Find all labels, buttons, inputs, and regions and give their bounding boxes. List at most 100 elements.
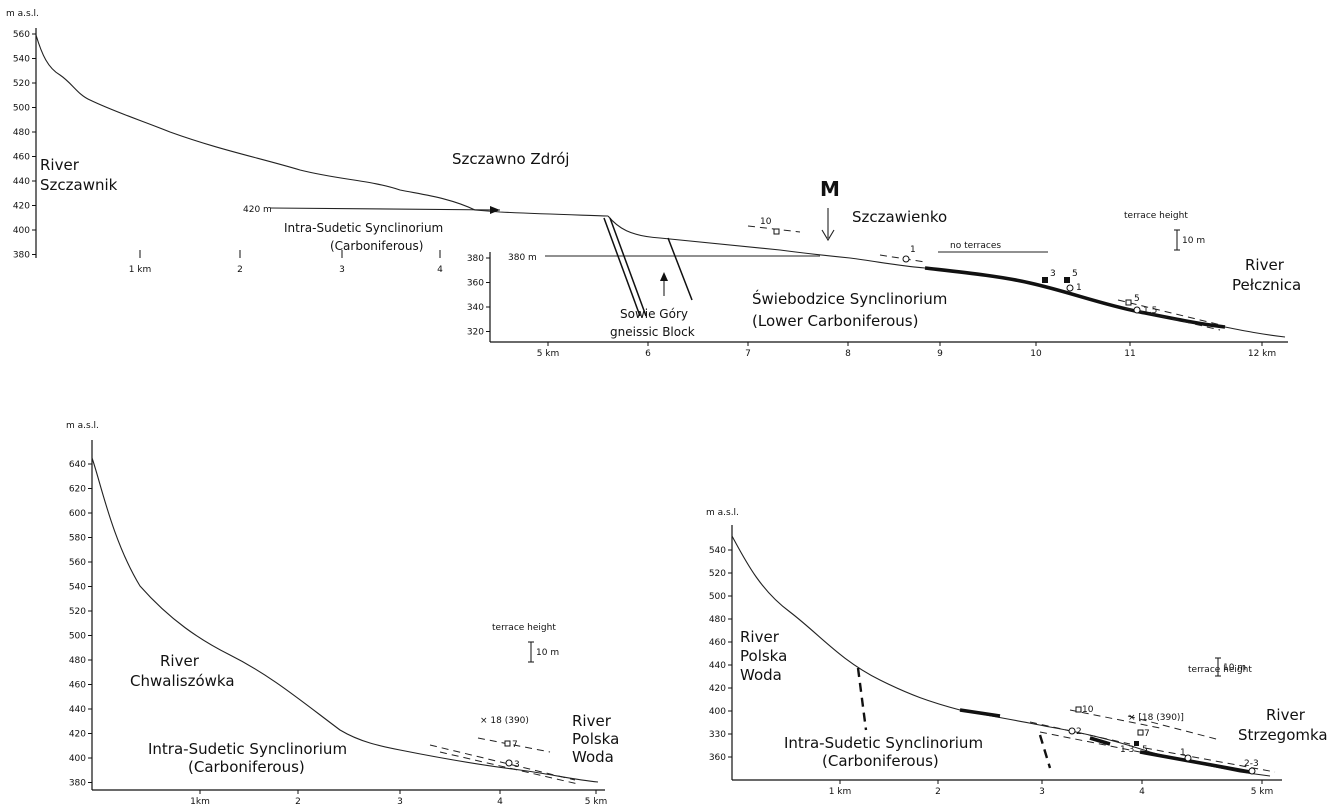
terrace-circle-marker-2 [1066,284,1074,292]
br-terrace-label-7: 7 [1144,729,1150,739]
br-fault-1 [856,667,868,731]
top-right-x-ticks: 5 km 6 7 8 9 10 11 12 km [537,342,1276,359]
terrace-dash-lower [1124,307,1221,331]
bl-unit-line-1: Intra-Sudetic Synclinorium [148,740,347,758]
br-terrace-dash-2 [1039,731,1141,753]
bl-terrace-square-marker [504,740,511,747]
top-town-szczawienko: Szczawienko [852,208,947,226]
bl-y-tick-label: 480 [69,656,86,666]
top-right-y-tick-label: 320 [467,328,484,338]
bl-y-tick-label: 420 [69,730,86,740]
top-left-y-tick-label: 560 [13,30,30,40]
top-unit-3-line-2: (Lower Carboniferous) [752,312,918,330]
bl-y-tick-label: 640 [69,460,86,470]
br-eroded-reach-3 [1139,750,1251,774]
bl-river-profile [91,457,599,783]
bl-river-end-line-2: Polska [572,730,619,748]
br-y-tick-label: 520 [709,569,726,579]
top-right-x-tick-label: 8 [845,349,851,359]
bl-terrace-dash-1 [429,744,576,781]
br-fault-2 [1038,734,1052,769]
bl-y-tick-label: 500 [69,632,86,642]
br-terrace-scale-value: 10 m [1223,663,1246,673]
top-profile-eroded-reach [924,266,1226,329]
terrace-square-marker [773,228,780,235]
top-left-x-tick-label: 3 [339,265,345,275]
top-left-y-tick-label: 460 [13,153,30,163]
bl-terrace-label-7: 7 [512,740,518,750]
br-y-tick-label: 460 [709,638,726,648]
terrace-filled-square-1 [1042,277,1048,283]
top-left-y-tick-label: 500 [13,104,30,114]
terrace-dash-upper [1117,299,1226,327]
br-terrace-label-10: 10 [1082,705,1094,715]
top-datum-420-arrow [490,206,500,214]
br-y-tick-label: 330 [709,730,726,740]
br-river-start-line-2: Polska [740,647,787,665]
bl-y-tick-label: 440 [69,705,86,715]
br-x-tick-label: 1 km [829,787,852,797]
bl-y-unit-label: m a.s.l. [66,421,99,431]
top-terrace-scale-value: 10 m [1182,236,1205,246]
br-y-unit-label: m a.s.l. [706,508,739,518]
br-terrace-square-2 [1137,729,1144,736]
top-terrace-label-5: 5 [1072,269,1078,279]
top-terrace-label-3: 3 [1050,269,1056,279]
top-terrace-label-10: 10 [760,217,772,227]
bl-river-start-line-2: Chwaliszówka [130,672,235,690]
bl-y-tick-label: 380 [69,779,86,789]
br-terrace-dash-4 [1127,715,1221,741]
top-river-start-line-1: River [40,156,80,174]
terrace-circle-marker-3 [1133,306,1141,314]
marker-m-arrow-icon [821,229,835,242]
bl-river-start-line-1: River [160,652,200,670]
top-left-x-tick-label: 2 [237,265,243,275]
bl-river-end-line-3: Woda [572,748,614,766]
bl-y-tick-label: 580 [69,534,86,544]
br-terrace-circle-2 [1184,754,1192,762]
terrace-1-top [879,254,926,263]
br-y-tick-label: 400 [709,707,726,717]
br-eroded-reach-2 [1089,736,1111,746]
top-left-y-tick-label: 540 [13,55,30,65]
top-y-unit-label: m a.s.l. [6,9,39,19]
top-no-terraces-label: no terraces [950,241,1001,251]
br-x-tick-label: 4 [1139,787,1145,797]
top-datum-420 [269,207,501,211]
br-x-tick-label: 3 [1039,787,1045,797]
bl-terrace-label-3: 3 [514,760,520,770]
br-y-tick-label: 500 [709,592,726,602]
bl-x-tick-label: 5 km [585,797,608,807]
bottom-right-profile-panel: m a.s.l. 540520500480460440420400330360 … [706,508,1328,797]
br-terrace-label-2: 2 [1076,727,1082,737]
terrace-square-marker-2 [1125,299,1132,306]
br-terrace-circle-3 [1248,767,1256,775]
top-left-y-tick-label: 400 [13,226,30,236]
top-left-y-tick-label: 380 [13,251,30,261]
br-river-start-line-3: Woda [740,666,782,684]
top-left-x-tick-label: 1 km [129,265,152,275]
top-unit-2-line-1: Sowie Góry [620,307,688,321]
bl-terrace-scale-value: 10 m [536,648,559,658]
top-datum-420-label: 420 m [243,205,272,215]
top-terrace-scale-title: terrace height [1124,211,1188,221]
top-river-end-line-1: River [1245,256,1285,274]
br-terrace-circle-1 [1068,727,1076,735]
bl-y-tick-label: 620 [69,485,86,495]
br-terrace-label-1: 1 [1180,748,1186,758]
sowie-gory-arrow-head [660,272,668,281]
top-right-x-tick-label: 12 km [1248,349,1276,359]
top-right-x-tick-label: 5 km [537,349,560,359]
br-y-tick-label: 440 [709,661,726,671]
top-right-x-tick-label: 6 [645,349,651,359]
top-profile-end [1224,326,1286,338]
br-terrace-square-1 [1075,706,1082,713]
top-unit-3-line-1: Świebodzice Synclinorium [752,289,947,308]
bl-terrace-circle-marker [505,759,513,767]
top-terrace-label-1b: 1 [1076,283,1082,293]
top-terrace-label-1: 1 [910,245,916,255]
top-left-y-ticks: 560 540 520 500 480 460 440 420 400 380 [13,30,36,261]
bl-x-ticks: 1km 2 3 4 5 km [190,790,607,807]
bl-unit-line-2: (Carboniferous) [188,758,305,776]
